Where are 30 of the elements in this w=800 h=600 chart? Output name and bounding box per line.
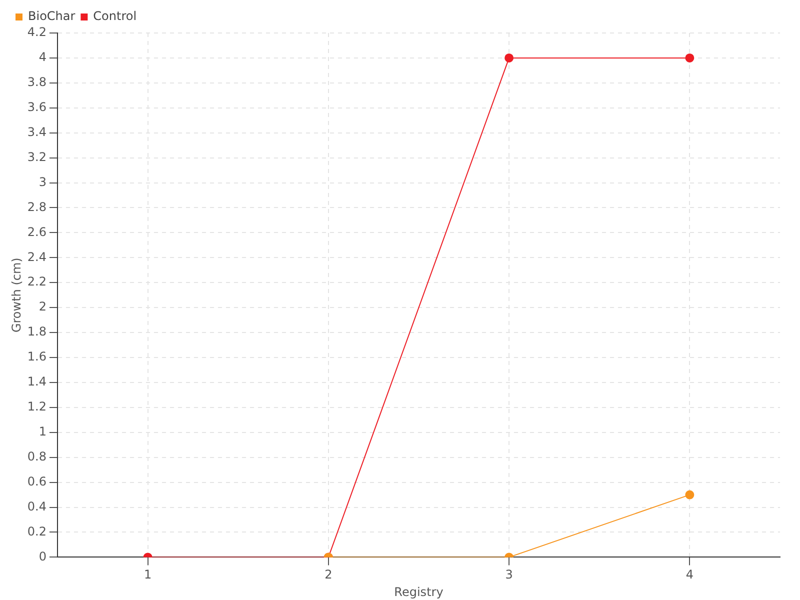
y-tick-label: 0.2 xyxy=(27,524,46,538)
y-tick-label: 3.4 xyxy=(27,124,46,139)
y-tick-label: 4 xyxy=(38,50,46,64)
y-tick-label: 0 xyxy=(38,549,46,564)
y-axis-title: Growth (cm) xyxy=(9,258,24,333)
y-tick-label: 2 xyxy=(38,300,46,314)
x-tick-label: 1 xyxy=(144,568,152,582)
y-tick-label: 2.6 xyxy=(27,224,46,239)
x-tick-label: 2 xyxy=(324,568,332,582)
y-tick-label: 0.4 xyxy=(27,499,46,514)
y-tick-label: 3.8 xyxy=(27,75,46,90)
y-tick-label: 3 xyxy=(38,174,46,189)
y-tick-label: 0.8 xyxy=(27,449,46,464)
y-tick-label: 3.6 xyxy=(27,100,46,114)
y-tick-label: 1.8 xyxy=(27,324,46,339)
y-tick-label: 0.6 xyxy=(27,474,46,488)
y-tick-label: 4.2 xyxy=(27,25,46,40)
y-tick-label: 2.2 xyxy=(27,274,46,289)
y-tick-label: 1 xyxy=(38,424,46,439)
legend-label: BioChar xyxy=(28,9,76,24)
legend-label: Control xyxy=(93,9,137,24)
x-tick-label: 4 xyxy=(686,568,694,582)
x-axis-title: Registry xyxy=(394,584,444,599)
y-tick-label: 1.2 xyxy=(27,400,46,414)
x-tick-label: 3 xyxy=(505,568,513,582)
y-tick-label: 3.2 xyxy=(27,150,46,164)
y-tick-label: 1.4 xyxy=(27,374,46,389)
y-tick-label: 1.6 xyxy=(27,350,46,364)
y-tick-label: 2.8 xyxy=(27,200,46,214)
y-tick-label: 2.4 xyxy=(27,250,46,264)
